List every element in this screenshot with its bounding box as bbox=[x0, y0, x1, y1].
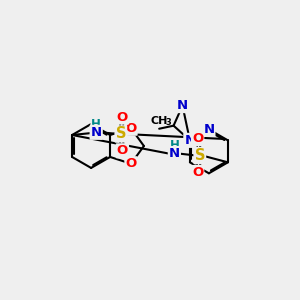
Text: N: N bbox=[169, 147, 180, 160]
Text: N: N bbox=[91, 126, 102, 139]
Text: O: O bbox=[117, 144, 128, 157]
Text: O: O bbox=[125, 122, 136, 135]
Text: CH: CH bbox=[151, 116, 168, 125]
Text: 3: 3 bbox=[165, 118, 171, 127]
Text: S: S bbox=[194, 148, 205, 163]
Text: H: H bbox=[91, 118, 101, 131]
Text: N: N bbox=[177, 99, 188, 112]
Text: N: N bbox=[203, 123, 214, 136]
Text: O: O bbox=[125, 157, 136, 170]
Text: S: S bbox=[116, 126, 126, 141]
Text: O: O bbox=[192, 132, 203, 145]
Text: O: O bbox=[117, 111, 128, 124]
Text: O: O bbox=[192, 166, 203, 179]
Text: H: H bbox=[169, 139, 179, 152]
Text: N: N bbox=[184, 134, 195, 147]
